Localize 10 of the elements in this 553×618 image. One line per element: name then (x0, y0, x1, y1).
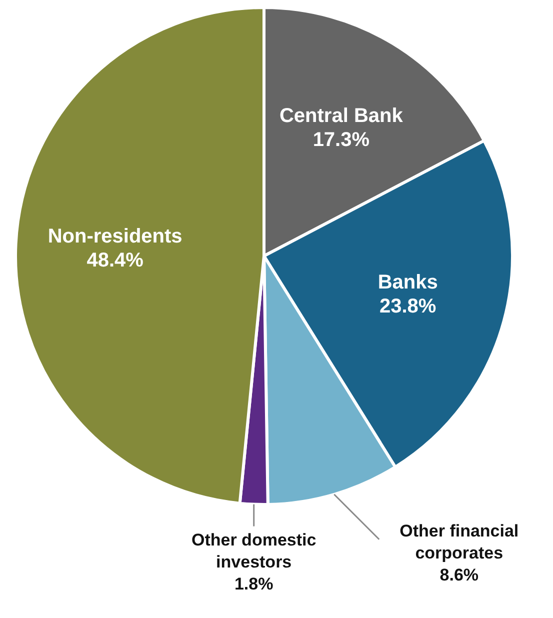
slice-label: Other financial corporates (400, 522, 519, 563)
data-label: 17.3% (312, 128, 370, 151)
slice-label: Other domestic investors (191, 530, 316, 572)
data-label: 8.6% (440, 566, 479, 585)
data-label: 1.8% (234, 574, 274, 594)
slice-label: Central Bank (279, 104, 404, 127)
data-label: 23.8% (380, 296, 436, 318)
slice-label: Non-residents (48, 225, 182, 248)
slice-label: Banks (378, 272, 438, 294)
data-label: 48.4% (86, 249, 144, 272)
